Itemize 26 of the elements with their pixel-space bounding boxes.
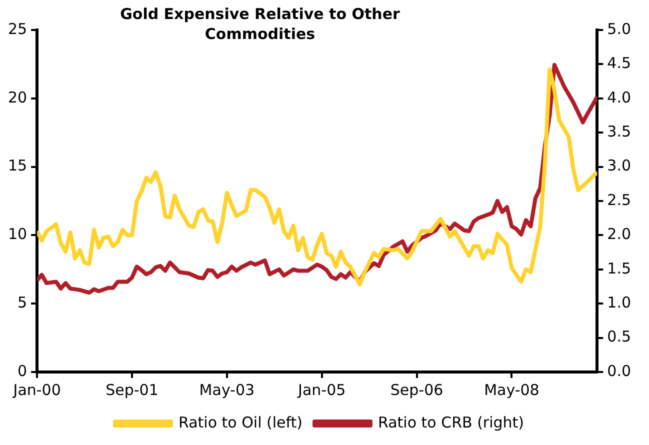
x-tick-label: Jan-00 bbox=[12, 380, 61, 399]
y2-tick-label: 2.5 bbox=[607, 190, 632, 209]
y-tick-label: 25 bbox=[8, 20, 28, 38]
legend-label: Ratio to CRB (right) bbox=[378, 413, 524, 432]
y2-tick-label: 0.5 bbox=[607, 328, 632, 346]
y-tick-label: 5 bbox=[18, 293, 28, 312]
y2-tick-label: 3.5 bbox=[607, 122, 632, 140]
y-tick-label: 20 bbox=[8, 88, 28, 106]
x-tick-label: May-03 bbox=[199, 380, 255, 399]
y2-tick-label: 4.5 bbox=[607, 54, 632, 72]
y2-tick-label: 0.0 bbox=[607, 362, 632, 380]
y-tick-label: 15 bbox=[8, 156, 28, 175]
legend-label: Ratio to Oil (left) bbox=[178, 413, 303, 432]
y2-tick-label: 5.0 bbox=[607, 20, 632, 38]
x-tick-label: Sep-06 bbox=[390, 380, 444, 399]
y-tick-label: 10 bbox=[8, 225, 28, 244]
y-tick-label: 0 bbox=[18, 362, 28, 380]
y2-tick-label: 1.0 bbox=[607, 293, 632, 312]
y2-tick-label: 2.0 bbox=[607, 225, 632, 244]
x-tick-label: Jan-05 bbox=[297, 380, 346, 399]
y2-tick-label: 3.0 bbox=[607, 156, 632, 175]
x-tick-label: Sep-01 bbox=[106, 380, 158, 399]
y2-tick-label: 1.5 bbox=[607, 259, 632, 278]
x-tick-label: May-08 bbox=[484, 380, 540, 399]
chart-title: Gold Expensive Relative to Other Commodities bbox=[119, 4, 401, 44]
y2-tick-label: 4.0 bbox=[607, 88, 632, 106]
